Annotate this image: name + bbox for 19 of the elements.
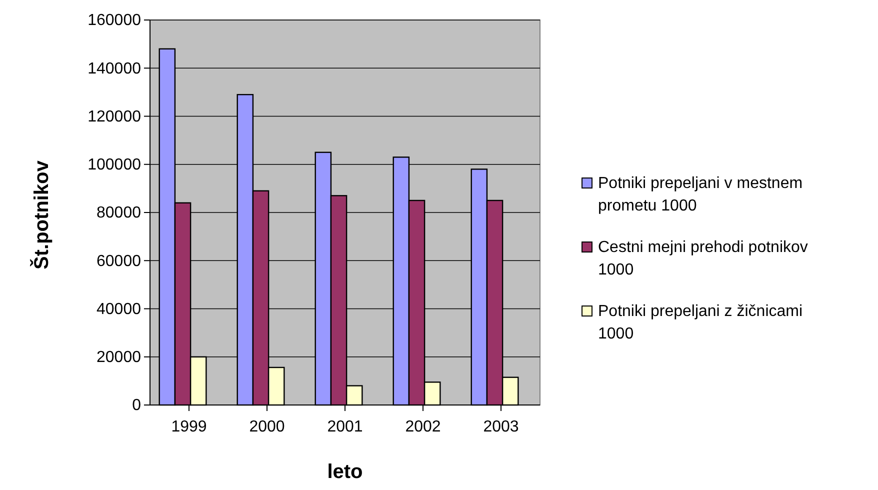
x-axis-title: leto [327, 461, 363, 483]
x-tick-label: 1999 [171, 418, 207, 436]
x-tick-label: 2001 [327, 418, 363, 436]
y-axis-title: Št.potnikov [30, 160, 53, 270]
y-tick-label: 80000 [96, 204, 142, 222]
y-tick-label: 160000 [88, 12, 142, 30]
y-tick-label: 120000 [88, 108, 142, 126]
legend-label: Potniki prepeljani v mestnem prometu 1000 [598, 175, 803, 214]
y-tick-label: 40000 [96, 300, 142, 318]
y-tick-label: 140000 [88, 60, 142, 78]
x-tick-label: 2003 [483, 418, 519, 436]
y-tick-label: 60000 [96, 252, 142, 270]
x-tick-label: 2000 [249, 418, 285, 436]
y-tick-label: 100000 [88, 156, 142, 174]
y-tick-label: 0 [132, 397, 142, 414]
x-tick-label: 2002 [405, 418, 441, 436]
y-tick-label: 20000 [96, 348, 142, 366]
legend-label: Cestni mejni prehodi potnikov 1000 [598, 239, 808, 278]
legend-label: Potniki prepeljani z žičnicami 1000 [598, 303, 803, 342]
